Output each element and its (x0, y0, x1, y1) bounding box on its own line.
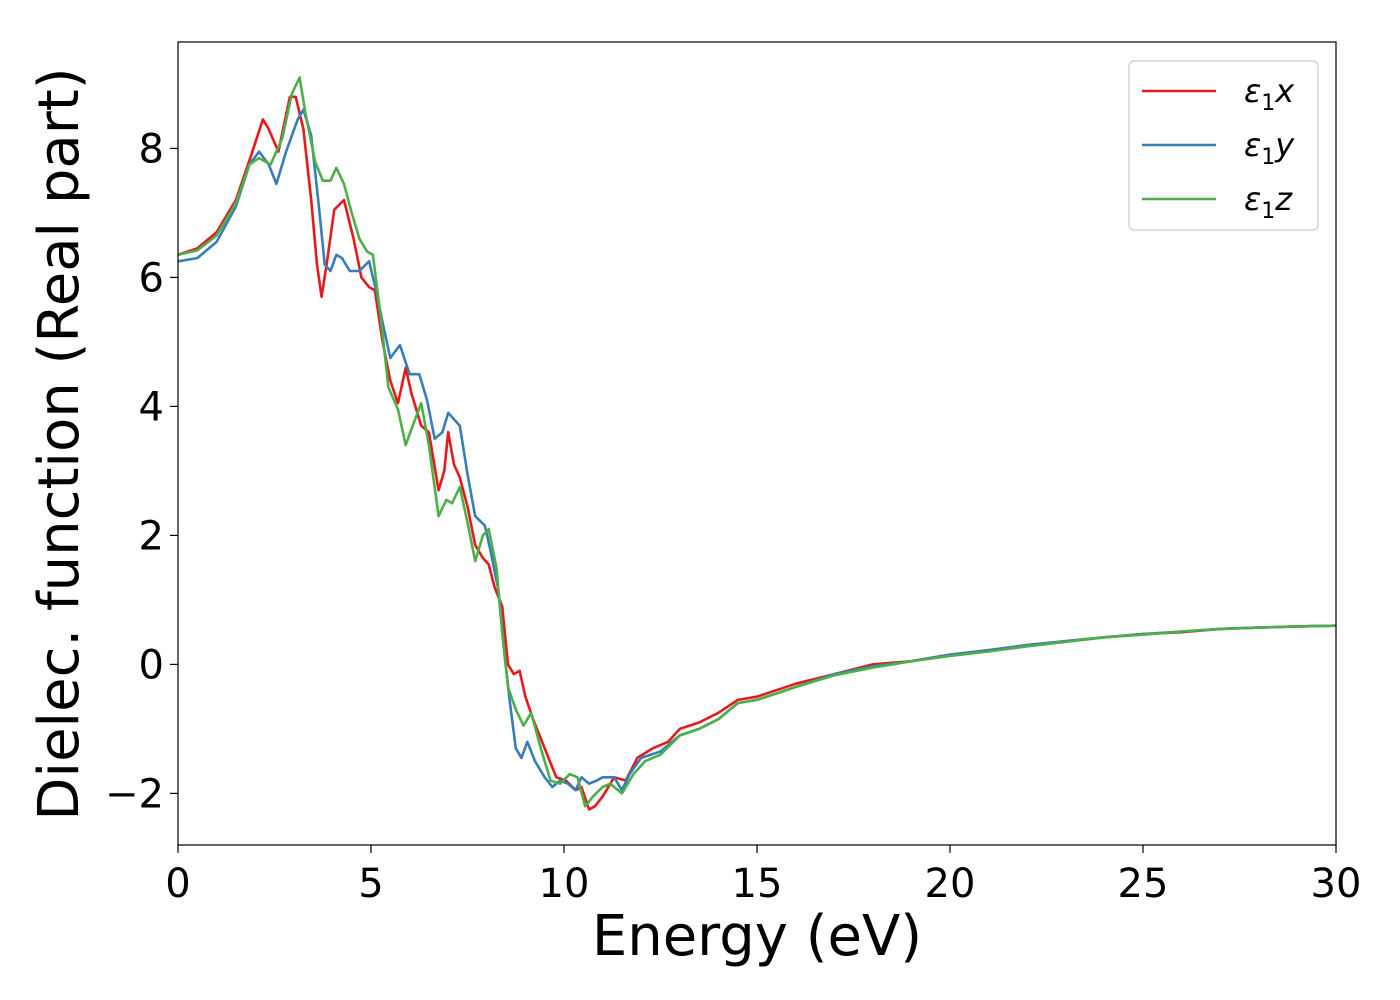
y-tick-label: −2 (105, 771, 164, 817)
y-tick-label: 2 (139, 513, 164, 559)
x-tick-label: 5 (358, 861, 383, 907)
x-tick-label: 10 (539, 861, 590, 907)
series-line-z (178, 76, 1336, 808)
legend-label-z: ε1z (1244, 180, 1293, 224)
y-tick-label: 0 (139, 642, 164, 688)
legend-subscript: 1 (1261, 91, 1275, 116)
legend-component: y (1274, 126, 1295, 164)
legend-component: z (1274, 180, 1293, 218)
x-tick-label: 0 (165, 861, 190, 907)
series-layer (178, 76, 1336, 811)
plot-area (177, 41, 1337, 846)
y-axis: −2 0 2 4 6 8 (105, 126, 178, 817)
legend-symbol: ε (1244, 72, 1261, 110)
legend-component: x (1274, 72, 1295, 110)
legend-symbol: ε (1244, 180, 1261, 218)
x-tick-label: 25 (1118, 861, 1169, 907)
x-tick-label: 15 (732, 861, 783, 907)
y-tick-label: 4 (139, 384, 164, 430)
y-tick-label: 8 (139, 126, 164, 172)
legend-subscript: 1 (1261, 199, 1275, 224)
x-axis: 0 5 10 15 20 25 30 (165, 845, 1361, 907)
x-tick-label: 20 (925, 861, 976, 907)
y-axis-label: Dielec. function (Real part) (27, 67, 92, 820)
x-tick-label: 30 (1311, 861, 1362, 907)
legend-subscript: 1 (1261, 145, 1275, 170)
legend-label-x: ε1x (1244, 72, 1295, 116)
y-tick-label: 6 (139, 255, 164, 301)
legend-label-y: ε1y (1244, 126, 1295, 170)
legend-symbol: ε (1244, 126, 1261, 164)
legend-box (1128, 60, 1319, 231)
x-axis-label: Energy (eV) (592, 904, 922, 969)
